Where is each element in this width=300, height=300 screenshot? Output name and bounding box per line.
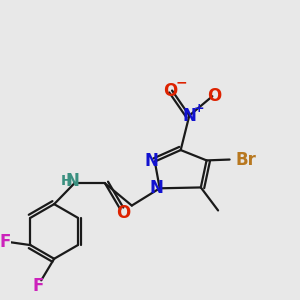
Text: F: F [0,233,11,251]
Text: O: O [207,87,221,105]
Text: +: + [194,102,205,115]
Text: N: N [150,179,164,197]
Text: N: N [65,172,79,190]
Text: O: O [116,204,130,222]
Text: −: − [176,76,187,89]
Text: O: O [163,82,177,100]
Text: H: H [60,174,72,188]
Text: Br: Br [235,151,256,169]
Text: N: N [145,152,159,170]
Text: F: F [33,277,44,295]
Text: N: N [182,106,196,124]
